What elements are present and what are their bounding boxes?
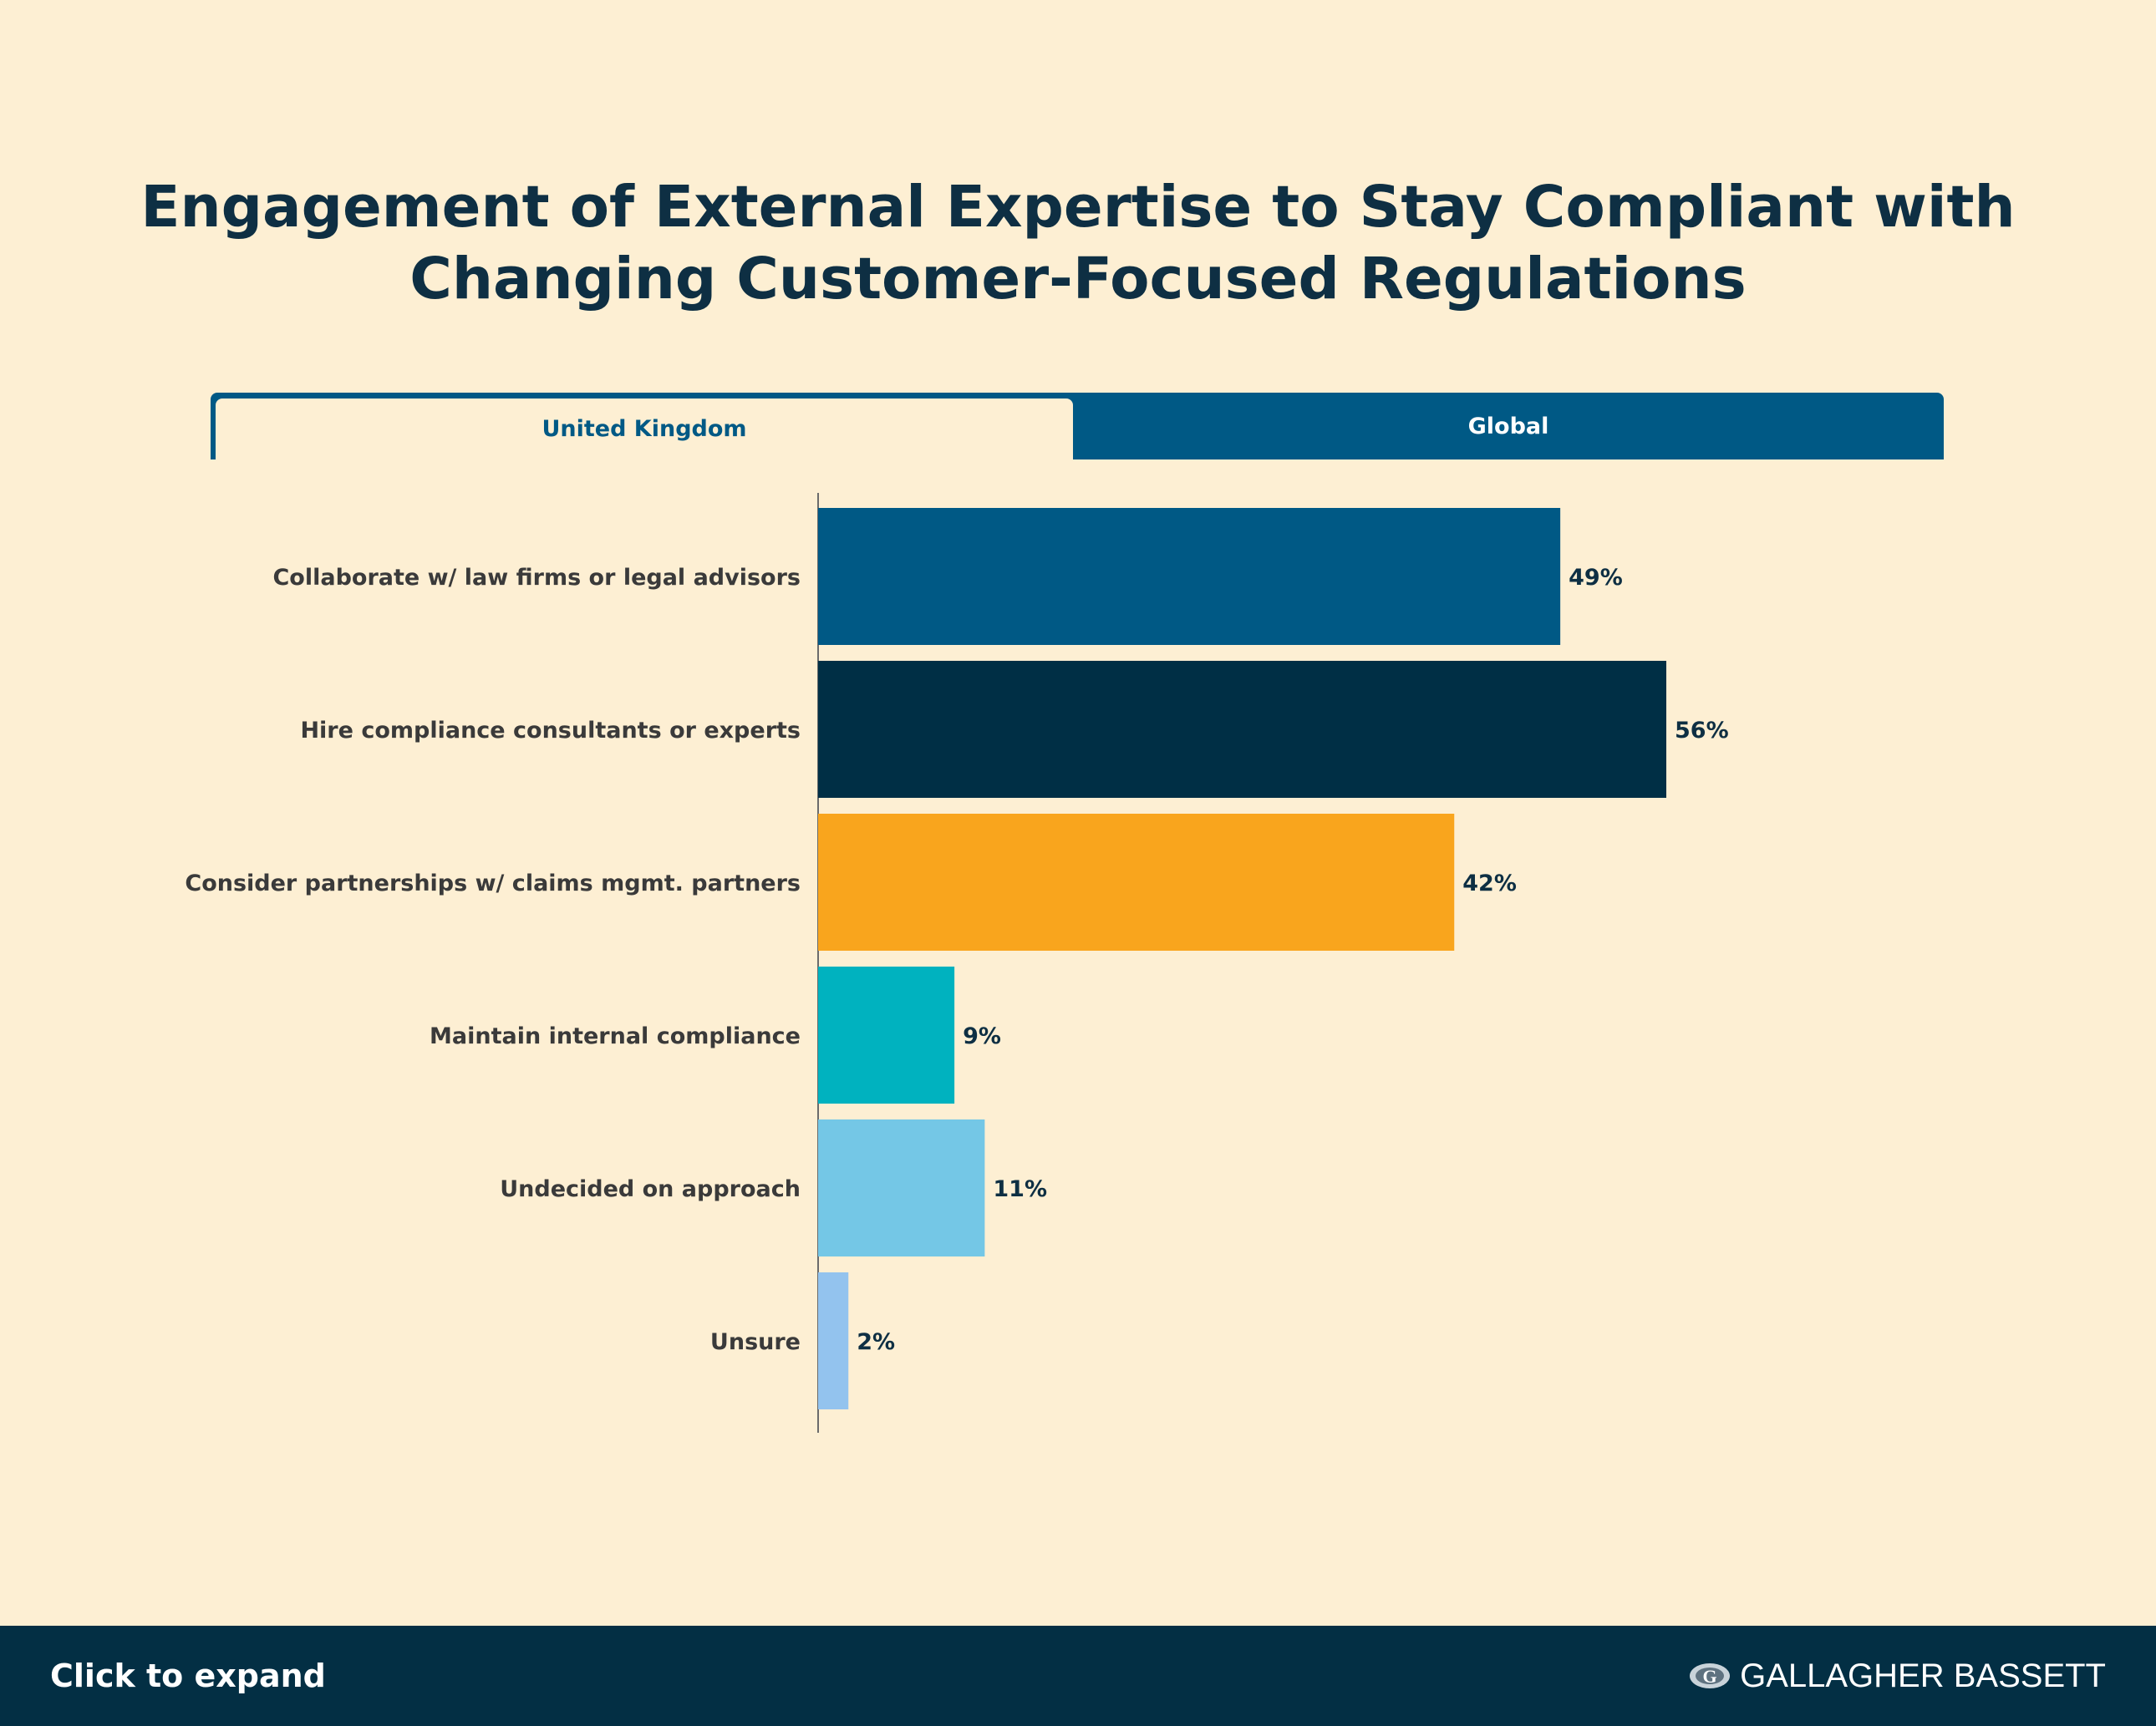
bar-chart: Collaborate w/ law firms or legal adviso… [185,493,1729,1433]
tab-global[interactable]: Global [1467,413,1549,439]
category-label-1: Collaborate w/ law firms or legal adviso… [272,565,801,591]
value-label-5: 11% [993,1176,1047,1202]
category-label-5: Undecided on approach [500,1176,801,1202]
tab-united-kingdom[interactable]: United Kingdom [216,399,1073,459]
bar-6[interactable] [818,1272,849,1409]
value-label-2: 56% [1675,718,1729,744]
category-label-4: Maintain internal compliance [430,1023,801,1049]
category-label-3: Consider partnerships w/ claims mgmt. pa… [185,871,801,896]
bar-5[interactable] [818,1119,985,1256]
value-label-3: 42% [1462,871,1517,896]
gallagher-bassett-logo: G GALLAGHER BASSETT [1688,1626,2106,1726]
chart-title: Engagement of External Expertise to Stay… [0,171,2156,315]
gallagher-bassett-logo-icon: G [1690,1663,1731,1688]
value-label-4: 9% [963,1023,1001,1049]
bar-2[interactable] [818,661,1666,798]
svg-text:G: G [1703,1666,1717,1687]
logo-text: GALLAGHER BASSETT [1740,1657,2106,1694]
click-to-expand-button[interactable]: Click to expand [50,1657,326,1694]
value-label-1: 49% [1569,565,1623,591]
bar-3[interactable] [818,814,1455,951]
region-tab-bar: United Kingdom Global [211,393,1944,459]
bar-4[interactable] [818,967,955,1104]
chart-title-line-2: Changing Customer-Focused Regulations [409,246,1747,312]
bar-1[interactable] [818,508,1561,645]
chart-title-line-1: Engagement of External Expertise to Stay… [140,174,2016,241]
category-label-2: Hire compliance consultants or experts [300,718,801,744]
category-label-6: Unsure [710,1329,801,1355]
value-label-6: 2% [857,1329,895,1355]
footer-bar: Click to expand G GALLAGHER BASSETT [0,1626,2156,1726]
